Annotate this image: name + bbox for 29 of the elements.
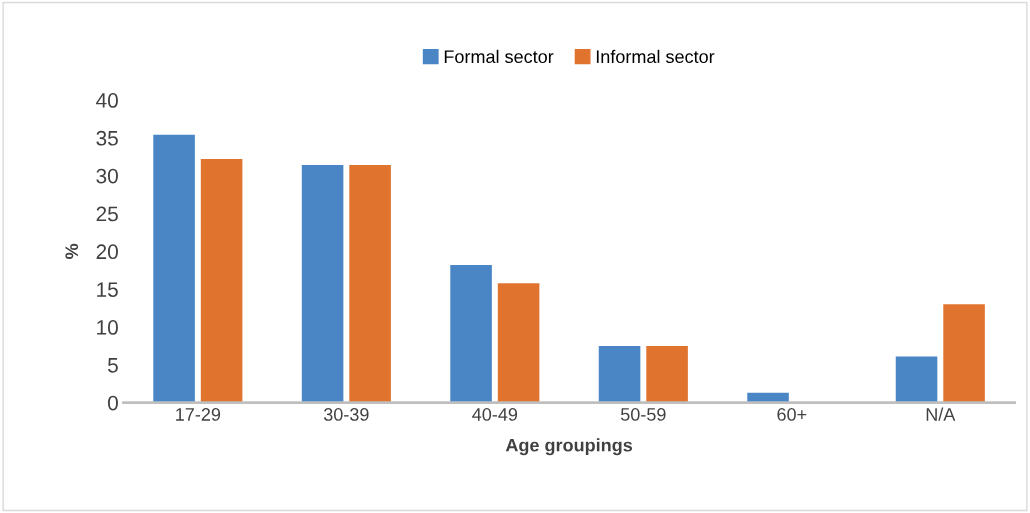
- x-tick-label: 40-49: [472, 408, 518, 421]
- bar: [646, 345, 688, 403]
- y-tick-label: 20: [96, 244, 118, 260]
- x-axis-title: Age groupings: [505, 438, 633, 456]
- bar: [200, 159, 243, 403]
- y-tick-label: 25: [96, 206, 118, 222]
- legend-label: Formal sector: [444, 49, 554, 64]
- x-tick-label: 50-59: [620, 408, 666, 421]
- bar: [598, 345, 641, 403]
- y-tick-label: 0: [107, 395, 118, 411]
- legend-label: Informal sector: [596, 49, 715, 64]
- x-tick-label: 30-39: [323, 408, 369, 421]
- bar: [497, 283, 540, 403]
- y-tick-label: 40: [96, 93, 118, 108]
- bar: [895, 356, 938, 403]
- y-tick-label: 15: [97, 282, 118, 297]
- y-tick-label: 30: [96, 168, 118, 184]
- y-tick-label: 10: [97, 320, 118, 335]
- y-tick-label: 35: [96, 130, 118, 146]
- bar: [943, 304, 985, 403]
- bar: [153, 134, 195, 403]
- x-tick-label: 60+: [777, 408, 807, 421]
- x-tick-label: N/A: [926, 407, 956, 421]
- x-tick-label: 17-29: [176, 408, 221, 421]
- bar: [301, 165, 344, 403]
- bar: [349, 165, 391, 403]
- bar: [450, 264, 492, 403]
- y-axis-title: %: [65, 243, 79, 259]
- y-tick-label: 5: [107, 358, 118, 373]
